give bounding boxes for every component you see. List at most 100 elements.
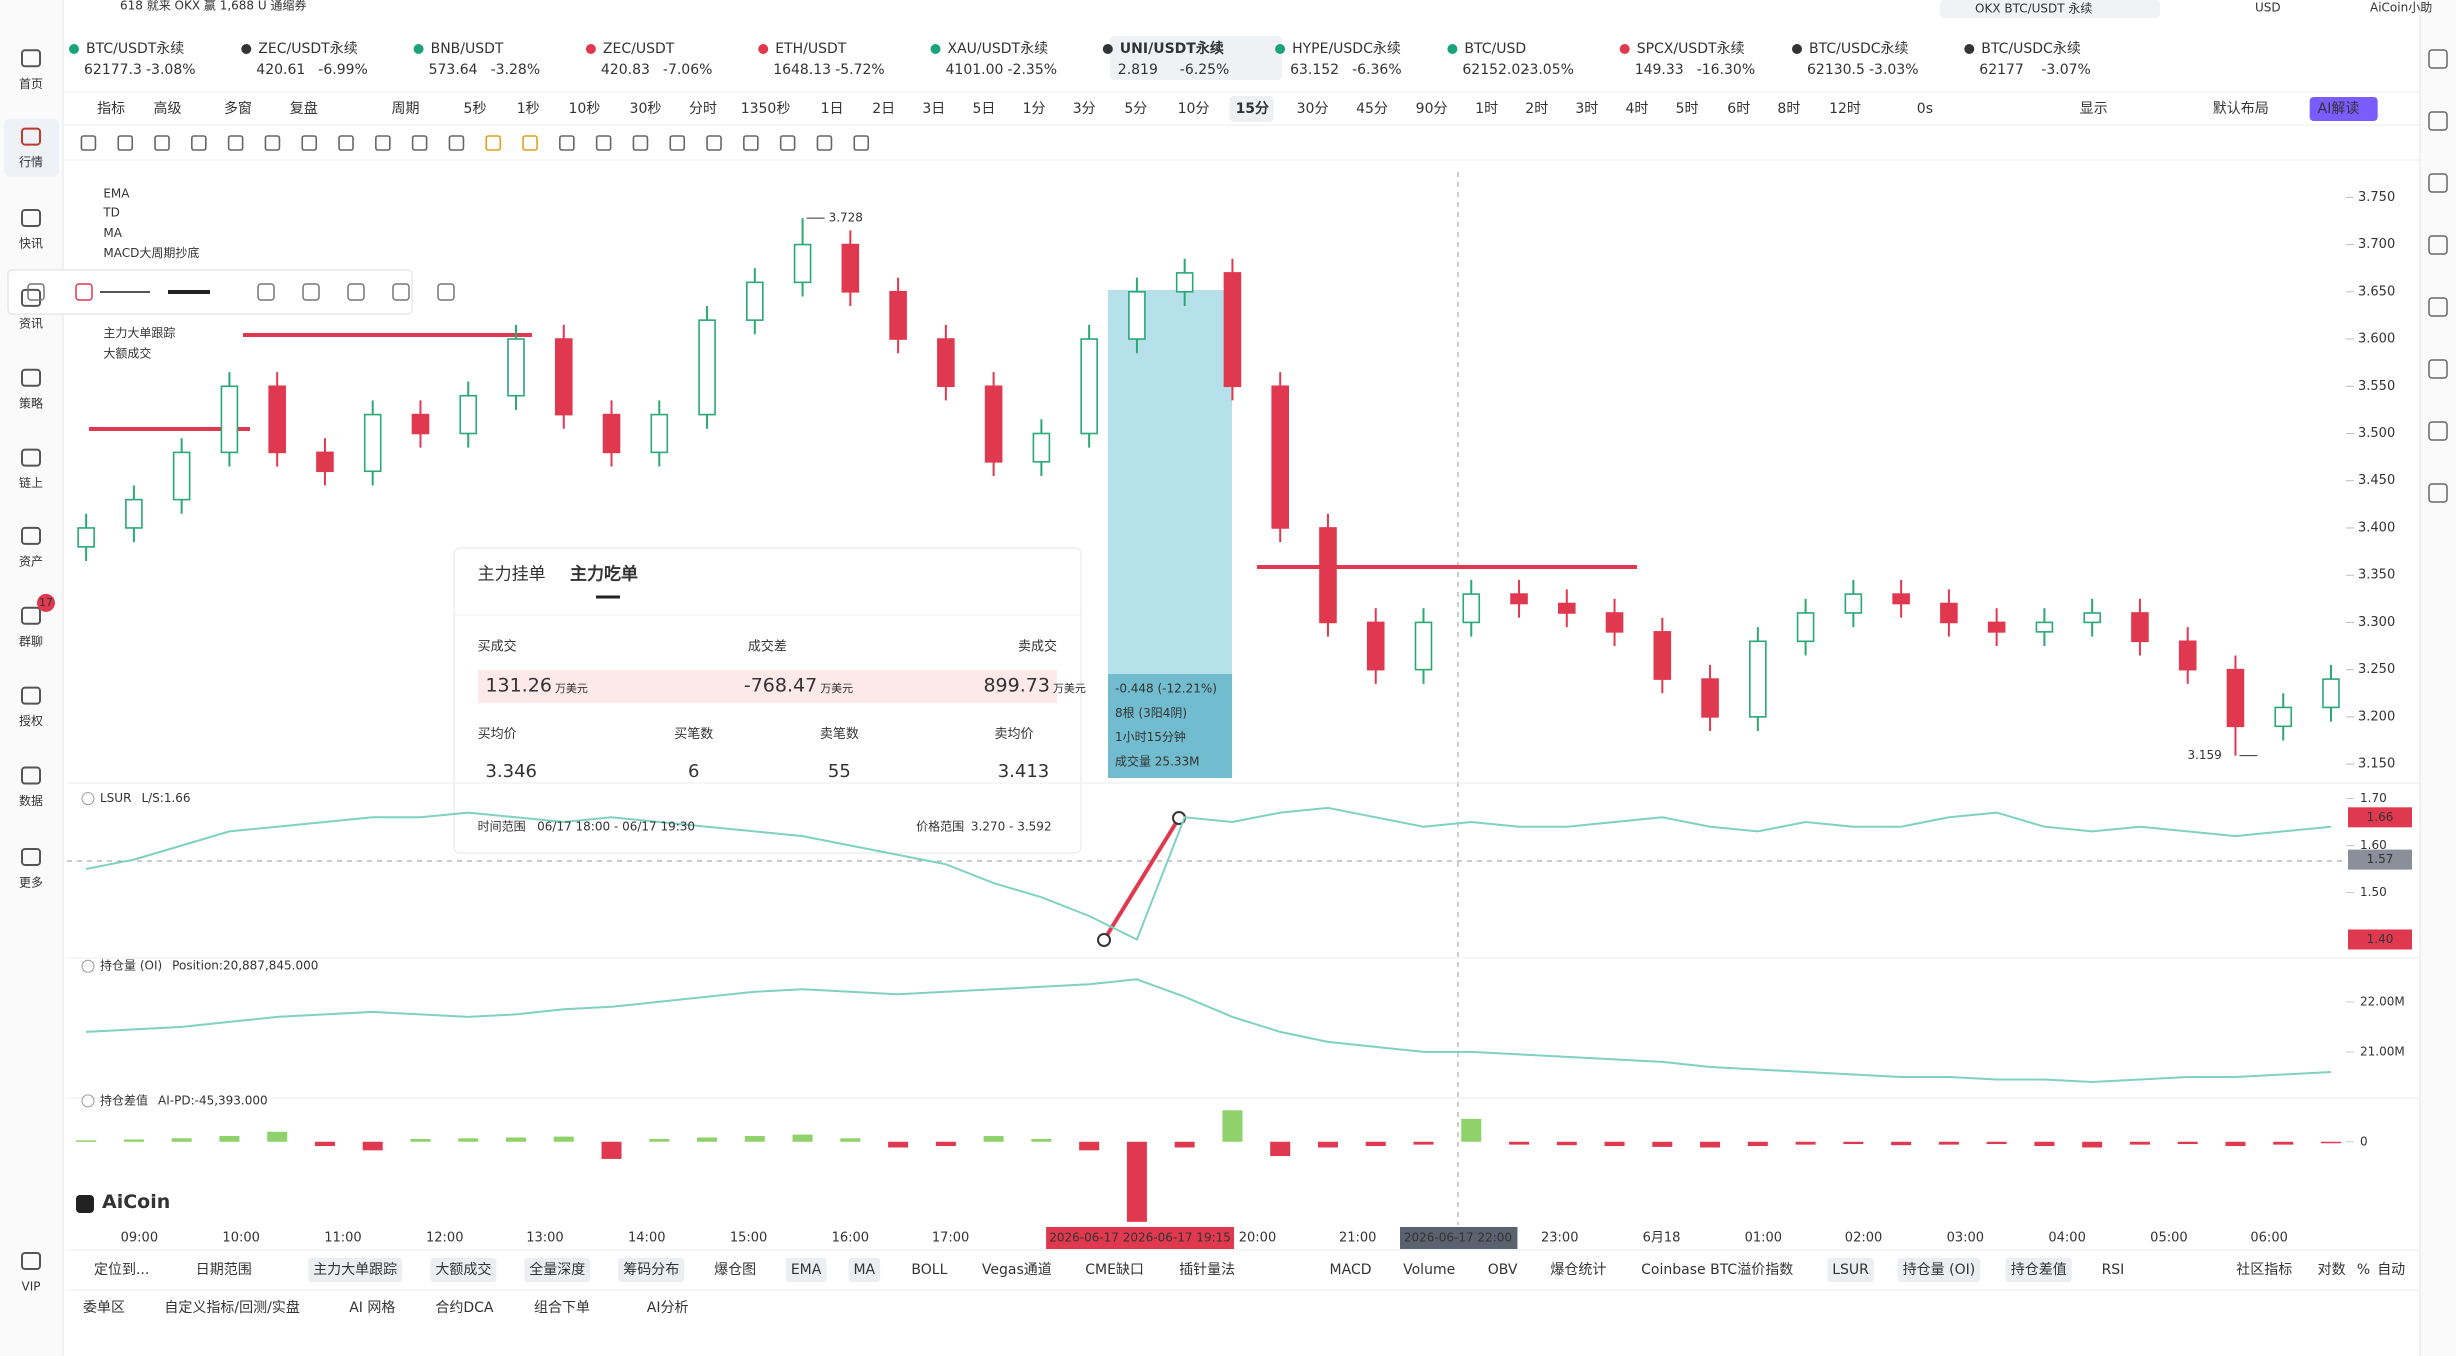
ticker-price[interactable]: 62130.5 [1807, 62, 1865, 78]
toolbar-item[interactable]: 5秒 [464, 101, 487, 117]
toolbar-item[interactable]: 3分 [1073, 101, 1096, 117]
panel-title[interactable]: LSUR [100, 791, 131, 805]
ticker-icon[interactable] [1275, 44, 1286, 54]
toolbar-item[interactable]: 默认布局 [2213, 101, 2269, 117]
ticker-price[interactable]: 62177.3 [84, 62, 142, 78]
toolbar-item[interactable]: 15分 [1236, 101, 1269, 117]
sidebar-icon[interactable] [21, 288, 41, 307]
bottom-tool[interactable]: CME缺口 [1085, 1262, 1144, 1278]
ticker-price[interactable]: 62177 [1979, 62, 2024, 78]
search-box[interactable] [1940, 0, 2160, 18]
indicator-label[interactable]: EMA [103, 187, 130, 201]
ticker-change[interactable]: -6.99% [318, 62, 368, 78]
toolbar-item[interactable]: 复盘 [290, 100, 318, 117]
sidebar-label[interactable]: 策略 [19, 395, 43, 410]
draw-tool-icon[interactable] [301, 135, 318, 151]
ticker-price[interactable]: 4101.00 [946, 62, 1004, 78]
user[interactable]: AiCoin小助 [2370, 1, 2432, 15]
ticker-icon[interactable] [413, 44, 424, 54]
indicator-label[interactable]: TD [102, 205, 120, 219]
bottom-tool[interactable]: 持仓差值 [2011, 1262, 2067, 1278]
sidebar-label[interactable]: 资讯 [19, 316, 43, 330]
draw-tool-icon[interactable] [559, 135, 575, 151]
float-tool-icon[interactable] [437, 283, 455, 301]
ticker-price[interactable]: 149.33 [1635, 62, 1684, 78]
bottom-tool[interactable]: MA [853, 1262, 875, 1278]
indicator-label[interactable]: MA [103, 226, 122, 240]
sidebar-icon[interactable] [21, 847, 41, 866]
toolbar-item[interactable]: 分时 [689, 101, 717, 117]
bottom-tab[interactable]: 委单区 [83, 1300, 125, 1316]
currency[interactable]: USD [2255, 1, 2281, 15]
draw-tool-icon[interactable] [117, 135, 134, 151]
ticker-name[interactable]: ZEC/USDT永续 [258, 40, 357, 57]
panel-toggle[interactable] [81, 792, 95, 806]
float-tool-icon[interactable] [27, 283, 45, 301]
toolbar-item[interactable]: 10秒 [568, 101, 600, 117]
float-tool-icon[interactable] [75, 283, 93, 301]
ticker-price[interactable]: 420.83 [601, 62, 650, 78]
bottom-tool[interactable]: 插针量法 [1179, 1262, 1235, 1278]
bottom-tool[interactable]: 爆仓统计 [1550, 1262, 1606, 1278]
toolbar-item[interactable]: 周期 [392, 101, 420, 117]
sidebar-label[interactable]: 授权 [19, 713, 43, 728]
toolbar-item[interactable]: 高级 [153, 100, 181, 117]
panel-title[interactable]: 持仓差值 [100, 1092, 148, 1107]
bottom-tool[interactable]: Volume [1403, 1262, 1455, 1278]
ticker-change[interactable]: -3.07% [2041, 62, 2091, 78]
bottom-tool[interactable]: Coinbase BTC溢价指数 [1641, 1262, 1793, 1278]
toolbar-item[interactable]: 2时 [1525, 101, 1548, 117]
ticker-change[interactable]: -3.03% [1869, 62, 1919, 78]
ticker-icon[interactable] [241, 44, 252, 54]
bottom-tab[interactable]: 自定义指标/回测/实盘 [164, 1299, 299, 1316]
draw-tool-icon[interactable] [448, 135, 465, 151]
draw-tool-icon[interactable] [522, 135, 538, 151]
bottom-tool[interactable]: 持仓量 (OI) [1903, 1262, 1976, 1278]
bottom-tool[interactable]: OBV [1488, 1262, 1518, 1278]
bottom-tab[interactable]: 组合下单 [534, 1300, 590, 1316]
bottom-tool[interactable]: 定位到... [94, 1262, 149, 1278]
float-tool-icon[interactable] [347, 283, 365, 301]
float-tool-icon[interactable] [257, 283, 275, 301]
panel-tab[interactable]: 主力吃单 [570, 564, 638, 585]
indicator-label[interactable]: 大额成交 [103, 345, 151, 360]
ticker-change[interactable]: -5.72% [835, 62, 885, 78]
toolbar-item[interactable]: 1时 [1475, 101, 1498, 117]
bottom-tab[interactable]: AI分析 [647, 1300, 689, 1316]
arrow-handle[interactable] [1097, 933, 1111, 947]
ticker-icon[interactable] [758, 44, 769, 54]
ticker-name[interactable]: ZEC/USDT [603, 41, 675, 57]
bottom-tool[interactable]: LSUR [1832, 1262, 1869, 1278]
panel-tab[interactable]: 主力挂单 [478, 565, 546, 585]
draw-tool-icon[interactable] [80, 135, 97, 151]
draw-tool-icon[interactable] [485, 135, 502, 151]
right-icon[interactable] [2428, 49, 2448, 69]
ticker-change[interactable]: -3.05% [1524, 62, 1574, 78]
draw-tool-icon[interactable] [706, 135, 722, 151]
bottom-tool[interactable]: 日期范围 [196, 1261, 252, 1278]
right-icon[interactable] [2428, 111, 2448, 131]
toolbar-item[interactable]: 指标 [97, 101, 125, 117]
toolbar-item[interactable]: 1350秒 [741, 101, 791, 117]
draw-tool-icon[interactable] [227, 135, 244, 151]
sidebar-label[interactable]: VIP [22, 1279, 41, 1293]
draw-tool-icon[interactable] [669, 135, 686, 151]
bottom-tool[interactable]: 自动 [2377, 1262, 2405, 1278]
float-tool-icon[interactable] [392, 283, 410, 301]
ticker-change[interactable]: -16.30% [1697, 62, 1755, 78]
ticker-name[interactable]: BNB/USDT [431, 41, 504, 57]
ticker-name[interactable]: BTC/USD [1464, 41, 1526, 57]
toolbar-item[interactable]: 30分 [1297, 101, 1329, 117]
sidebar-icon[interactable] [21, 49, 41, 68]
bottom-tool[interactable]: 主力大单跟踪 [313, 1262, 397, 1278]
ticker-price[interactable]: 573.64 [429, 62, 478, 78]
right-icon[interactable] [2428, 297, 2448, 317]
ticker-name[interactable]: ETH/USDT [775, 41, 847, 57]
ticker-icon[interactable] [585, 44, 596, 54]
ticker-icon[interactable] [1102, 44, 1113, 54]
toolbar-item[interactable]: AI解读 [2318, 100, 2360, 117]
ticker-icon[interactable] [69, 44, 79, 54]
toolbar-item[interactable]: 45分 [1356, 101, 1388, 117]
ticker-name[interactable]: BTC/USDC永续 [1809, 40, 1909, 57]
bottom-tool[interactable]: Vegas通道 [982, 1262, 1052, 1278]
